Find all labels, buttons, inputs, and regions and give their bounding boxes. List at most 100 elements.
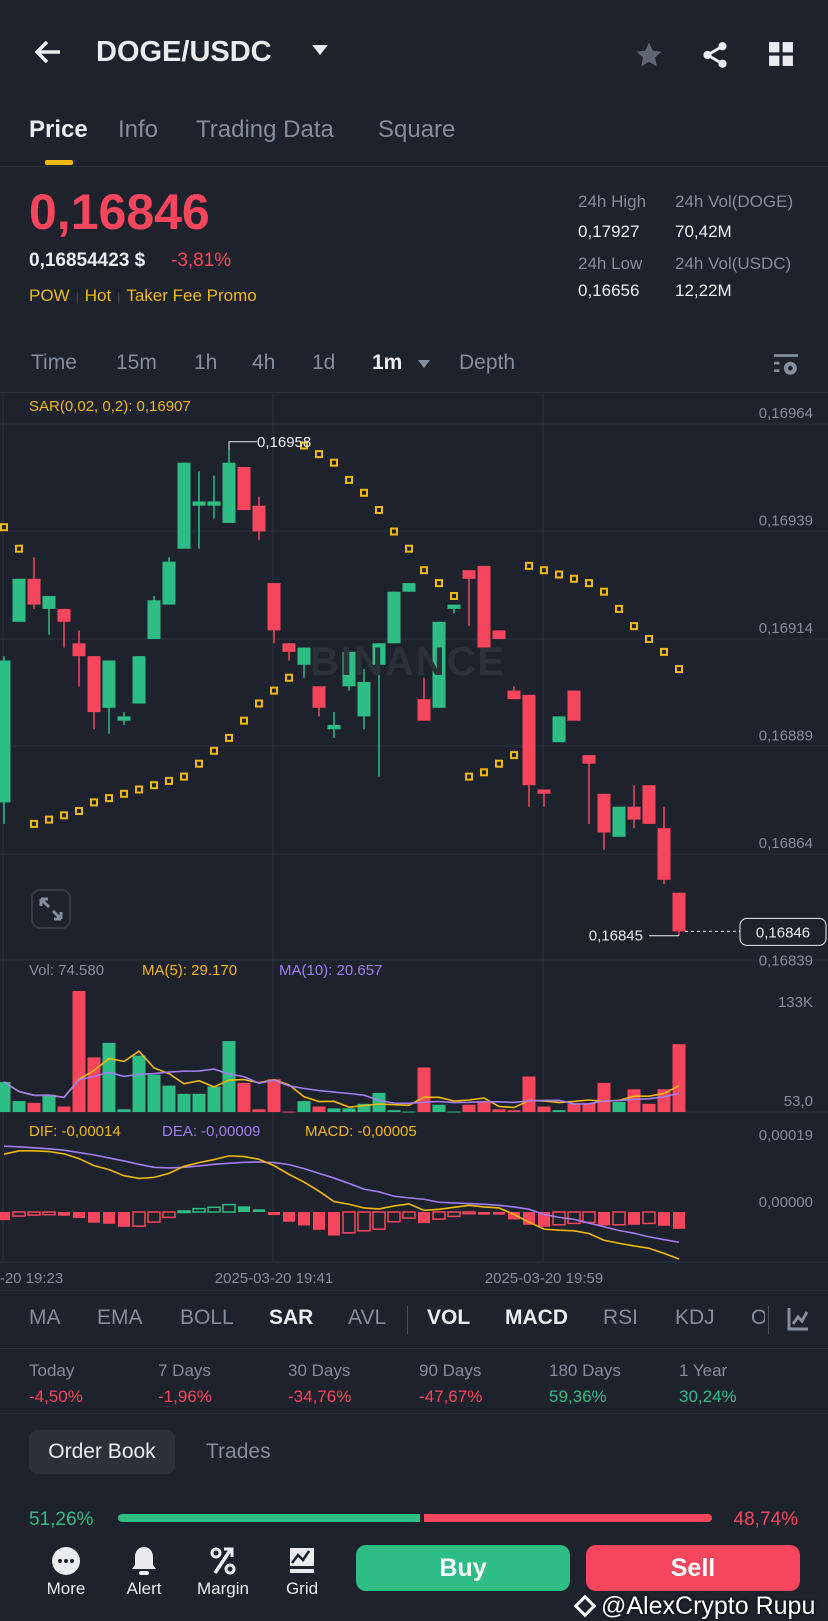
interval-15m[interactable]: 15m: [116, 351, 157, 374]
macd-histogram-bar: [58, 1212, 70, 1216]
volume-bar: [27, 1102, 41, 1112]
sar-dot: [495, 759, 503, 768]
bell-icon: [114, 1543, 174, 1579]
sar-dot: [390, 527, 398, 536]
candle-down: [27, 578, 41, 605]
high-label: 24h High: [578, 192, 647, 211]
tab-square[interactable]: Square: [378, 116, 456, 143]
dropdown-caret-icon[interactable]: [312, 45, 328, 55]
sar-dot: [510, 751, 518, 760]
macd-histogram-bar: [642, 1211, 656, 1225]
indicator-macd[interactable]: MACD: [505, 1306, 568, 1329]
candle-up: [207, 501, 221, 506]
interval-time[interactable]: Time: [31, 351, 77, 374]
candle-down: [72, 643, 86, 657]
candle-down: [642, 785, 656, 824]
binance-logo-icon: [573, 1594, 597, 1618]
chart-settings-icon[interactable]: [773, 352, 799, 378]
tab-info[interactable]: Info: [118, 116, 159, 143]
volume-bar: [447, 1111, 461, 1113]
sar-dot: [45, 815, 53, 824]
nav-grid-label: Grid: [285, 1579, 319, 1598]
sar-dot: [240, 716, 248, 725]
interval-1m[interactable]: 1m: [372, 351, 403, 374]
indicator-vol[interactable]: VOL: [427, 1306, 471, 1329]
sar-dot: [660, 647, 668, 656]
candle-down: [87, 656, 101, 713]
candle-down: [597, 793, 611, 833]
volume-bar: [612, 1101, 626, 1112]
divider: [0, 1348, 828, 1349]
macd-tick: 0,00019: [759, 1127, 813, 1144]
nav-more[interactable]: More: [36, 1543, 96, 1599]
tag-taker-fee-promo[interactable]: Taker Fee Promo: [126, 286, 257, 305]
back-button[interactable]: [30, 34, 66, 70]
sar-dot: [90, 798, 98, 807]
nav-alert[interactable]: Alert: [114, 1543, 174, 1599]
star-icon[interactable]: [634, 40, 664, 70]
low-label: 24h Low: [578, 254, 643, 273]
macd-histogram-bar: [658, 1212, 670, 1226]
indicator-avl[interactable]: AVL: [348, 1306, 387, 1329]
indicator-ema[interactable]: EMA: [97, 1306, 143, 1329]
grid-icon[interactable]: [768, 41, 794, 67]
max-price-label: 0,16958: [257, 434, 311, 451]
indicator-settings-icon[interactable]: [786, 1306, 810, 1332]
candle-down: [672, 892, 686, 932]
tab-price[interactable]: Price: [29, 116, 88, 143]
share-icon[interactable]: [700, 40, 730, 70]
buy-button[interactable]: Buy: [356, 1545, 570, 1591]
volume-bar: [42, 1094, 56, 1112]
candle-down: [57, 608, 71, 622]
back-arrow-icon: [34, 40, 60, 64]
kline-chart[interactable]: 0,16964 0,16939 0,16914 0,16889 0,16864 0,168…: [0, 0, 828, 1290]
low-value: 0,16656: [578, 281, 640, 300]
ratio-row: 51,26% 48,74%: [0, 1505, 828, 1531]
macd-histogram-bar: [387, 1211, 401, 1223]
period-label: Today: [29, 1361, 75, 1380]
tab-trades[interactable]: Trades: [206, 1440, 271, 1463]
candle-up: [297, 647, 311, 665]
macd-histogram-bar: [118, 1212, 130, 1227]
tab-order-book[interactable]: Order Book: [29, 1430, 175, 1474]
indicator-more[interactable]: O: [751, 1306, 765, 1329]
volume-bar: [387, 1110, 401, 1112]
nav-grid[interactable]: Grid: [272, 1543, 332, 1599]
indicator-boll[interactable]: BOLL: [180, 1306, 234, 1329]
tab-active-indicator: [45, 160, 73, 165]
sar-dot: [645, 635, 653, 643]
tab-trading-data[interactable]: Trading Data: [196, 116, 334, 143]
sell-button[interactable]: Sell: [586, 1545, 800, 1591]
candle-up: [327, 725, 341, 730]
sar-dot: [30, 819, 38, 828]
nav-margin-label: Margin: [197, 1579, 249, 1598]
volume-bar: [627, 1089, 641, 1112]
pair-title[interactable]: DOGE/USDC: [96, 36, 272, 68]
interval-caret-icon[interactable]: [418, 360, 430, 368]
macd-histogram-bar: [283, 1212, 295, 1222]
tag-pow[interactable]: POW: [29, 286, 70, 305]
indicator-ma[interactable]: MA: [29, 1306, 61, 1329]
volume-bar: [117, 1109, 131, 1112]
interval-1d[interactable]: 1d: [312, 351, 336, 374]
tag-hot[interactable]: Hot: [84, 286, 112, 305]
expand-chart-button[interactable]: [31, 889, 71, 929]
candle-up: [447, 604, 461, 609]
sar-dot: [255, 699, 263, 708]
indicator-rsi[interactable]: RSI: [603, 1306, 639, 1329]
indicator-sar[interactable]: SAR: [269, 1306, 314, 1329]
interval-4h[interactable]: 4h: [252, 351, 276, 374]
interval-depth[interactable]: Depth: [459, 351, 516, 374]
candle-up: [222, 462, 236, 523]
indicator-kdj[interactable]: KDJ: [675, 1306, 715, 1329]
interval-1h[interactable]: 1h: [194, 351, 218, 374]
nav-margin[interactable]: Margin: [193, 1543, 253, 1599]
sar-dot: [180, 772, 188, 781]
divider: [768, 1306, 769, 1334]
period-change: -1,96%: [158, 1387, 212, 1406]
candle-down: [657, 828, 671, 880]
candle-down: [492, 630, 506, 639]
macd-histogram-bar: [582, 1211, 596, 1224]
candle-up: [402, 583, 416, 592]
volume-bar: [582, 1102, 596, 1112]
